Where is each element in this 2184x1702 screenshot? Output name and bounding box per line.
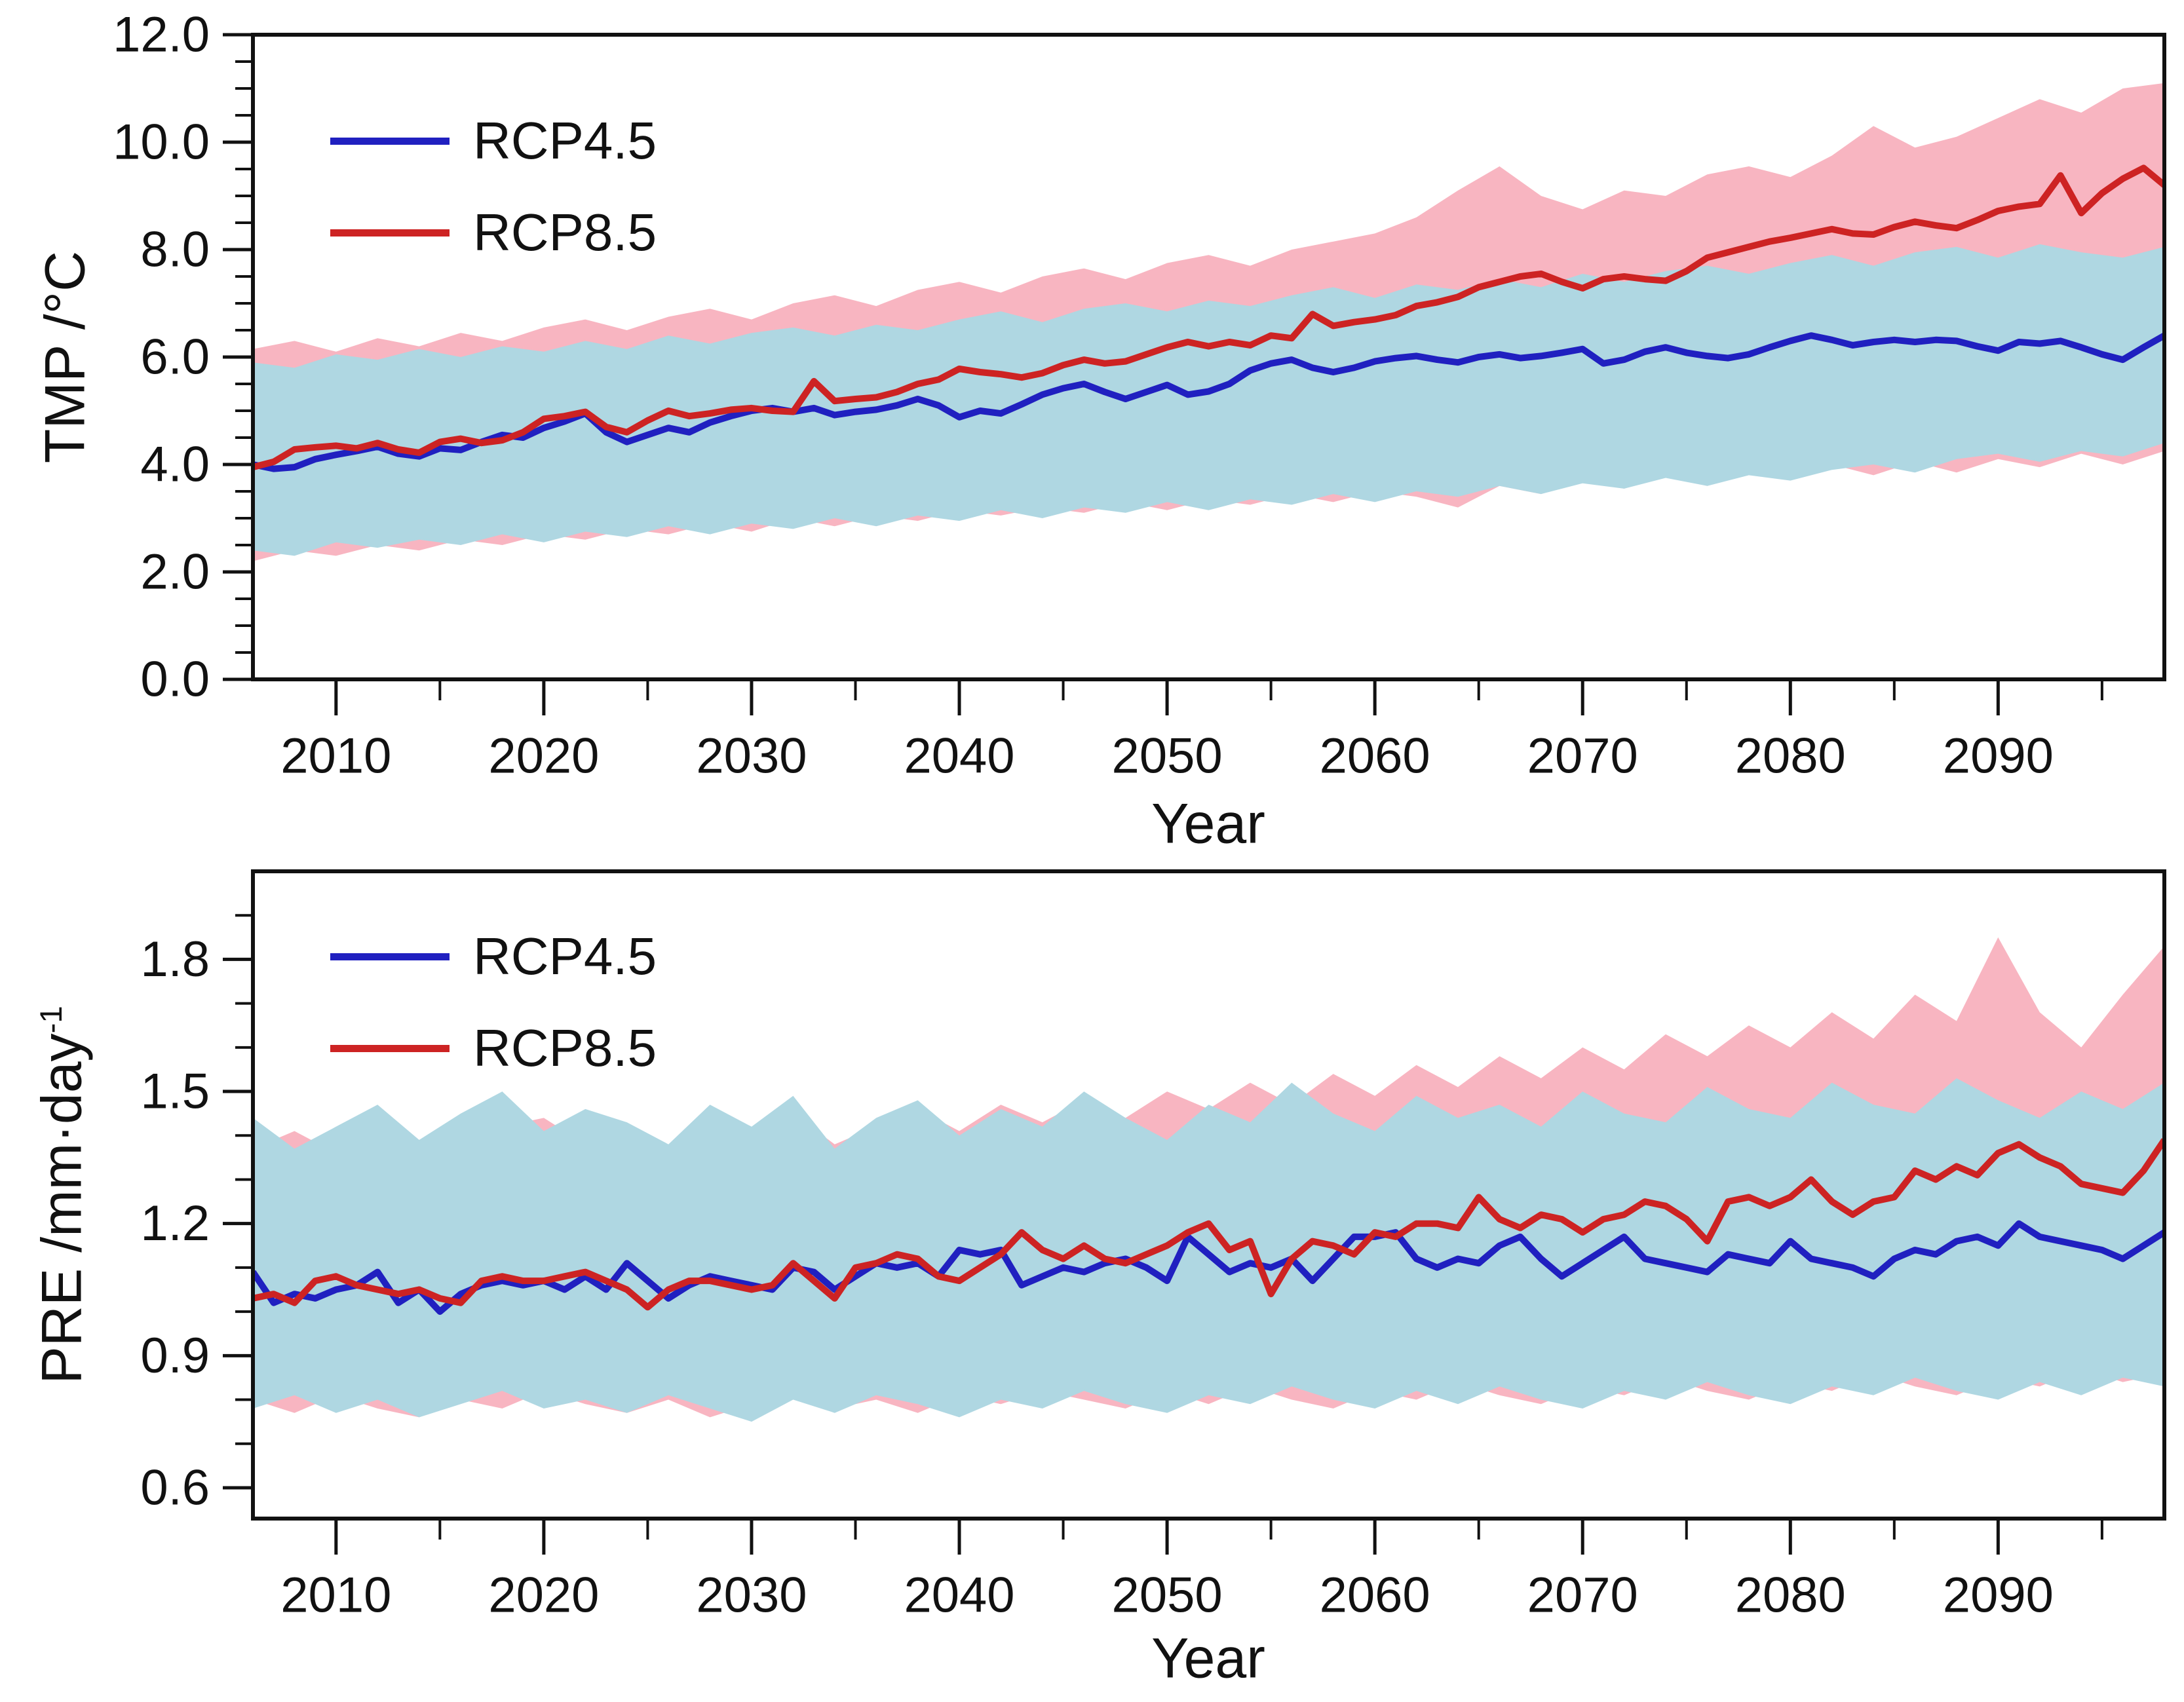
plot-border <box>251 869 2166 1521</box>
pre-chart-y-axis-label: PRE /mm·day-1 <box>30 1006 95 1384</box>
x-tick-label: 2060 <box>1320 1567 1430 1623</box>
rcp85-line <box>253 1138 2164 1311</box>
y-tick-label: 1.5 <box>140 1064 210 1120</box>
x-tick-label: 2070 <box>1527 1567 1638 1623</box>
tmp-chart-x-axis-label: Year <box>1151 792 1265 856</box>
y-tick-label: 1.8 <box>140 932 210 987</box>
y-tick-label: 10.0 <box>113 115 210 170</box>
x-tick-label: 2050 <box>1112 1567 1223 1623</box>
rcp45-band <box>253 244 2164 556</box>
y-tick-label: 4.0 <box>140 437 210 493</box>
tmp-legend-item-rcp45: RCP4.5 <box>330 115 657 167</box>
pre-y-axis-label-exponent: -1 <box>33 1006 69 1034</box>
rcp85-line <box>253 164 2164 470</box>
y-tick-label: 6.0 <box>140 330 210 385</box>
x-tick-label: 2030 <box>696 728 807 784</box>
pre-chart-x-axis-label: Year <box>1151 1627 1265 1690</box>
y-tick-label: 8.0 <box>140 222 210 278</box>
x-tick-label: 2090 <box>1943 1567 2054 1623</box>
x-tick-label: 2040 <box>904 1567 1014 1623</box>
y-tick-label: 0.0 <box>140 652 210 708</box>
x-tick-label: 2080 <box>1735 728 1846 784</box>
x-tick-label: 2060 <box>1320 728 1430 784</box>
y-tick-label: 0.9 <box>140 1328 210 1384</box>
rcp45-band <box>253 1078 2164 1422</box>
x-tick-label: 2010 <box>280 728 391 784</box>
x-tick-label: 2020 <box>488 1567 599 1623</box>
rcp85-legend-line <box>330 1044 450 1052</box>
rcp45-legend-label: RCP4.5 <box>473 927 657 985</box>
x-tick-label: 2030 <box>696 1567 807 1623</box>
x-tick-label: 2010 <box>280 1567 391 1623</box>
x-tick-label: 2040 <box>904 728 1014 784</box>
pre-legend-item-rcp45: RCP4.5 <box>330 930 657 983</box>
x-tick-label: 2020 <box>488 728 599 784</box>
pre-legend-item-rcp85: RCP8.5 <box>330 1022 657 1074</box>
y-tick-label: 12.0 <box>113 7 210 63</box>
y-tick-label: 1.2 <box>140 1196 210 1251</box>
rcp45-line <box>253 1220 2164 1315</box>
rcp45-line <box>253 332 2164 472</box>
x-tick-label: 2090 <box>1943 728 2054 784</box>
tmp-chart-y-axis-label: TMP /°C <box>33 250 97 464</box>
tmp-legend-item-rcp85: RCP8.5 <box>330 206 657 259</box>
rcp85-legend-label: RCP8.5 <box>473 203 657 261</box>
rcp45-legend-label: RCP4.5 <box>473 111 657 170</box>
rcp85-legend-line <box>330 229 450 236</box>
rcp45-legend-line <box>330 137 450 145</box>
x-tick-label: 2080 <box>1735 1567 1846 1623</box>
pre-y-axis-label-base: PRE /mm·day <box>30 1033 94 1384</box>
rcp85-legend-label: RCP8.5 <box>473 1019 657 1077</box>
y-tick-label: 2.0 <box>140 544 210 600</box>
x-tick-label: 2070 <box>1527 728 1638 784</box>
x-tick-label: 2050 <box>1112 728 1223 784</box>
y-tick-label: 0.6 <box>140 1460 210 1515</box>
rcp45-legend-line <box>330 953 450 960</box>
